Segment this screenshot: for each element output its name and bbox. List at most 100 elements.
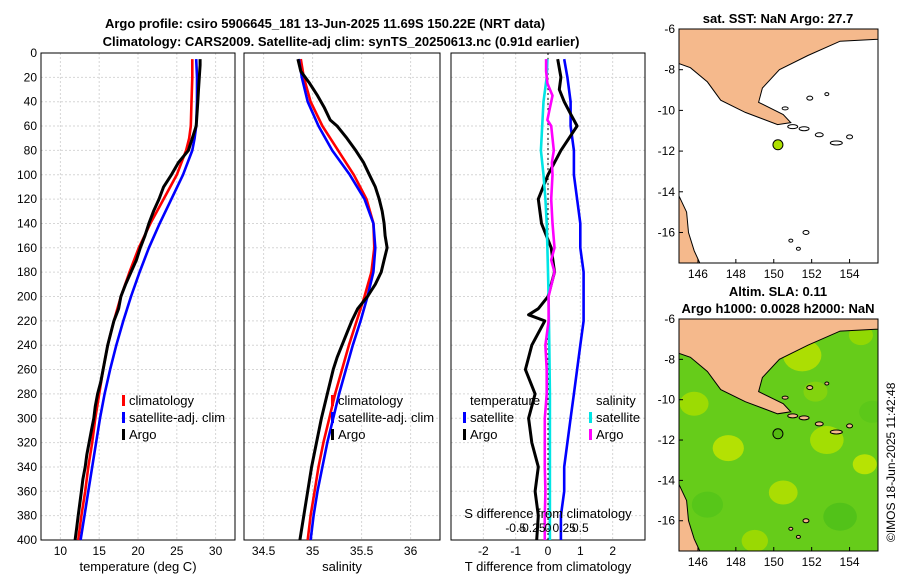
island	[788, 238, 794, 243]
legend-satellite-swatch	[122, 412, 125, 423]
s-argo-diff-line	[543, 59, 556, 540]
x-axis-label: T difference from climatology	[465, 559, 632, 574]
x-tick-label: 1	[577, 544, 584, 558]
climatology-line	[299, 58, 376, 541]
y-tick-label: -10	[658, 103, 676, 117]
y-tick-label: -12	[658, 144, 676, 158]
y-tick-label: -8	[664, 63, 675, 77]
temperature-panel: 0 20 40 60 80 100 120 140 160 180 200 220 240 260 280 3…	[17, 46, 236, 574]
island	[846, 134, 854, 140]
island	[781, 106, 789, 111]
map-frame	[678, 28, 879, 264]
difference-panel: -2 -1 0 1 2-0.5-0.25 0 0.250.5S difference fro…	[450, 52, 646, 574]
x-tick-label: 152	[802, 555, 822, 569]
x-tick-label: 30	[209, 544, 223, 558]
y-tick-label: -14	[658, 473, 676, 487]
legend-climatology-label: climatology	[129, 393, 195, 408]
x-tick-label: 150	[764, 555, 784, 569]
y-tick-label: -8	[664, 352, 675, 366]
y-tick-label: 80	[24, 143, 38, 157]
x-tick-label: 148	[726, 267, 746, 281]
y-tick-label: 20	[24, 70, 38, 84]
argo-line	[73, 59, 202, 541]
island	[781, 395, 789, 400]
sla-patch	[823, 502, 857, 531]
island	[802, 229, 810, 235]
s-tick-label: -0.5	[505, 521, 526, 535]
imos-credit: ©IMOS 18-Jun-2025 11:42:48	[884, 382, 898, 542]
sla-patch	[679, 391, 709, 416]
y-tick-label: 340	[17, 460, 37, 474]
y-tick-label: 40	[24, 95, 38, 109]
legend-s-argo-swatch	[589, 429, 592, 440]
x-tick-label: 35	[306, 544, 320, 558]
sla-patch	[712, 435, 744, 462]
y-tick-label: 200	[17, 290, 37, 304]
map-content	[679, 319, 878, 551]
island	[787, 413, 799, 419]
legend-s-satellite-label: satellite	[596, 410, 640, 425]
x-tick-label: 0	[545, 544, 552, 558]
y-tick-label: 0	[30, 46, 37, 60]
y-tick-label: 240	[17, 338, 37, 352]
island	[787, 124, 799, 130]
y-tick-label: -10	[658, 393, 676, 407]
legend-t-satellite-label: satellite	[470, 410, 514, 425]
land-australia	[679, 195, 701, 263]
y-tick-label: 160	[17, 241, 37, 255]
sla-patch	[691, 491, 724, 518]
x-tick-label: 15	[93, 544, 107, 558]
island	[806, 95, 814, 101]
y-tick-label: -12	[658, 433, 676, 447]
land-new-guinea	[679, 29, 878, 126]
argo-position-marker	[772, 428, 784, 440]
y-tick-label: 60	[24, 119, 38, 133]
s-axis-label: S difference from climatology	[464, 506, 632, 521]
sla-map-panel: Altim. SLA: 0.11 Argo h1000: 0.0028 h2000…	[658, 284, 879, 569]
y-tick-label: 100	[17, 168, 37, 182]
s-tick-label: 0	[545, 521, 552, 535]
island	[829, 429, 843, 435]
figure-title-line1: Argo profile: csiro 5906645_181 13-Jun-2…	[105, 16, 545, 31]
y-tick-label: 260	[17, 363, 37, 377]
x-tick-label: 154	[840, 267, 860, 281]
figure-title-line2: Climatology: CARS2009. Satellite-adj cli…	[103, 34, 580, 49]
legend-satellite-swatch	[331, 412, 334, 423]
salinity-panel: 34.5 35 35.5 36 salinity climatology satellite…	[243, 52, 441, 574]
climatology-line	[76, 59, 194, 541]
y-tick-label: -16	[658, 225, 676, 239]
s-tick-label: -0.25	[518, 521, 546, 535]
island	[798, 126, 810, 132]
island	[824, 381, 830, 386]
y-tick-label: 380	[17, 509, 37, 523]
x-axis-label: salinity	[322, 559, 362, 574]
island	[788, 526, 794, 531]
legend-t-argo-label: Argo	[470, 427, 497, 442]
sla-map-title: Altim. SLA: 0.11	[729, 284, 827, 299]
axes-box	[243, 52, 441, 541]
island	[795, 534, 801, 539]
legend-temperature-heading: temperature	[470, 393, 540, 408]
island	[824, 92, 830, 97]
sst-map-title: sat. SST: NaN Argo: 27.7	[703, 11, 854, 26]
x-tick-label: 148	[726, 555, 746, 569]
island	[802, 518, 810, 524]
legend-climatology-swatch	[331, 395, 334, 406]
s-satellite-diff-line	[539, 59, 552, 540]
island	[829, 140, 843, 146]
island	[798, 415, 810, 421]
legend-t-argo-swatch	[463, 429, 466, 440]
sla-map-subtitle: Argo h1000: 0.0028 h2000: NaN	[682, 301, 875, 316]
legend-salinity-heading: salinity	[596, 393, 636, 408]
legend-satellite-label: satellite-adj. clim	[338, 410, 434, 425]
axes-box	[40, 52, 236, 541]
y-tick-label: 220	[17, 314, 37, 328]
y-tick-label: 180	[17, 265, 37, 279]
x-tick-label: 25	[170, 544, 184, 558]
y-tick-label: 360	[17, 484, 37, 498]
legend-argo-swatch	[331, 429, 334, 440]
legend-argo-swatch	[122, 429, 125, 440]
y-tick-label: -16	[658, 514, 676, 528]
x-tick-label: 2	[609, 544, 616, 558]
